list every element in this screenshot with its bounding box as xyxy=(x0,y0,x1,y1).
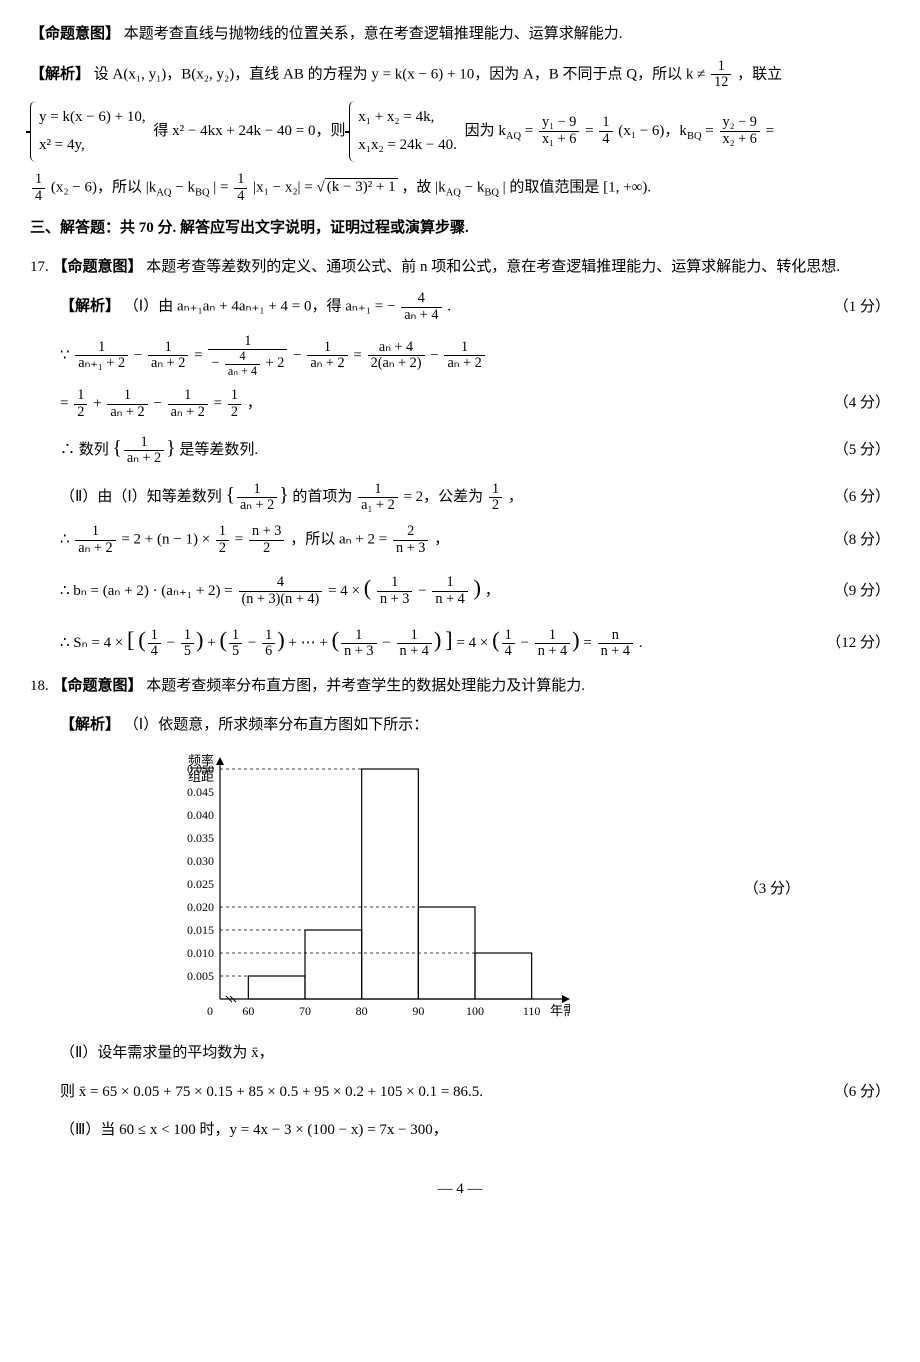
q17-II-line2: ∴ 1aₙ + 2 = 2 + (n − 1) × 12 = n + 32 ，所… xyxy=(60,524,890,556)
q17-II-line1: （Ⅱ）由（Ⅰ）知等差数列 {1aₙ + 2} 的首项为 1a₁ + 2 = 2，… xyxy=(60,477,890,514)
section-3-title: 三、解答题：共 70 分. 解答应写出文字说明，证明过程或演算步骤. xyxy=(30,214,890,243)
analysis-label: 【解析】 xyxy=(60,717,120,733)
brace-system-2: x₁ + x₂ = 4k, x₁x₂ = 24k − 40. xyxy=(349,101,461,162)
analysis-label: 【解析】 xyxy=(60,299,120,315)
intent-text: 本题考查等差数列的定义、通项公式、前 n 项和公式，意在考查逻辑推理能力、运算求… xyxy=(146,259,840,275)
score: （9 分） xyxy=(834,577,890,606)
q17-II-line4: ∴ Sₙ = 4 × [ (14 − 15) + (15 − 16) + ⋯ +… xyxy=(60,619,890,662)
q16-intent: 【命题意图】 本题考查直线与抛物线的位置关系，意在考查逻辑推理能力、运算求解能力… xyxy=(30,20,890,49)
fraction: 4aₙ + 4 xyxy=(401,291,441,323)
analysis-label: 【解析】 xyxy=(30,66,90,82)
q18-number: 18. xyxy=(30,678,49,694)
page-number: — 4 — xyxy=(30,1175,890,1204)
q17-derivation-l2: = 12 + 1aₙ + 2 − 1aₙ + 2 = 12 ， （4 分） xyxy=(60,388,890,420)
svg-text:110: 110 xyxy=(523,1004,541,1018)
intent-text: 本题考查频率分布直方图，并考查学生的数据处理能力及计算能力. xyxy=(146,678,585,694)
histogram-chart: 频率组距0.0050.0100.0150.0200.0250.0300.0350… xyxy=(150,749,570,1029)
q17-concl1: ∴ 数列 {1aₙ + 2} 是等差数列. （5 分） xyxy=(60,430,890,467)
q17-II-line3: ∴ bₙ = (aₙ + 2) · (aₙ₊₁ + 2) = 4(n + 3)(… xyxy=(60,567,890,610)
q16-analysis-p2: y = k(x − 6) + 10, x² = 4y, 得 x² − 4kx +… xyxy=(30,101,890,162)
q18-III: （Ⅲ）当 60 ≤ x < 100 时，y = 4x − 3 × (100 − … xyxy=(60,1116,890,1145)
svg-text:0.040: 0.040 xyxy=(187,808,214,822)
text: ，联立 xyxy=(737,66,782,82)
brace-system-1: y = k(x − 6) + 10, x² = 4y, xyxy=(30,101,150,162)
score: （6 分） xyxy=(834,1078,890,1107)
score: （12 分） xyxy=(826,629,890,658)
q18-I: 【解析】 （Ⅰ）依题意，所求频率分布直方图如下所示： xyxy=(60,711,890,740)
svg-text:0.005: 0.005 xyxy=(187,969,214,983)
fraction: y₁ − 9x₁ + 6 xyxy=(539,115,579,147)
score: （6 分） xyxy=(834,483,890,512)
fraction: 14 xyxy=(234,172,247,204)
svg-text:年需求量/吨: 年需求量/吨 xyxy=(550,1003,570,1018)
fraction: 112 xyxy=(711,59,731,91)
score: （5 分） xyxy=(834,436,890,465)
svg-text:60: 60 xyxy=(242,1004,254,1018)
q18-II-a: （Ⅱ）设年需求量的平均数为 x̄， xyxy=(60,1039,890,1068)
intent-label: 【命题意图】 xyxy=(53,259,143,275)
svg-text:80: 80 xyxy=(356,1004,368,1018)
fraction: 14 xyxy=(32,172,45,204)
text: 设 A(x₁, y₁)，B(x₂, y₂)，直线 AB 的方程为 y = k(x… xyxy=(94,66,709,82)
text: 因为 k xyxy=(465,123,506,139)
intent-label: 【命题意图】 xyxy=(30,26,120,42)
histogram-chart-wrap: 频率组距0.0050.0100.0150.0200.0250.0300.0350… xyxy=(60,749,890,1029)
intent-text: 本题考查直线与抛物线的位置关系，意在考查逻辑推理能力、运算求解能力. xyxy=(124,26,623,42)
q17-number: 17. xyxy=(30,259,49,275)
svg-text:0.030: 0.030 xyxy=(187,854,214,868)
svg-text:0.025: 0.025 xyxy=(187,877,214,891)
score: （4 分） xyxy=(834,389,890,418)
svg-text:0.020: 0.020 xyxy=(187,900,214,914)
text: 得 x² − 4kx + 24k − 40 = 0，则 xyxy=(153,123,349,139)
fraction: y₂ − 9x₂ + 6 xyxy=(720,115,760,147)
score: （1 分） xyxy=(834,293,890,322)
score: （3 分） xyxy=(744,875,800,904)
svg-text:0.035: 0.035 xyxy=(187,831,214,845)
svg-text:90: 90 xyxy=(412,1004,424,1018)
q17-derivation-l1: ∵ 1aₙ₊₁ + 2 − 1aₙ + 2 = 1− 4aₙ + 4 + 2 −… xyxy=(60,334,890,378)
q17-intent: 17. 【命题意图】 本题考查等差数列的定义、通项公式、前 n 项和公式，意在考… xyxy=(30,253,890,282)
svg-text:0: 0 xyxy=(207,1004,213,1018)
svg-text:70: 70 xyxy=(299,1004,311,1018)
score: （8 分） xyxy=(834,526,890,555)
sqrt: (k − 3)² + 1 xyxy=(325,178,398,195)
q16-analysis-p1: 【解析】 设 A(x₁, y₁)，B(x₂, y₂)，直线 AB 的方程为 y … xyxy=(30,59,890,91)
q17-I-line1: 【解析】 （Ⅰ）由 aₙ₊₁aₙ + 4aₙ₊₁ + 4 = 0，得 aₙ₊₁ … xyxy=(60,291,890,323)
svg-text:0.010: 0.010 xyxy=(187,946,214,960)
svg-text:0.015: 0.015 xyxy=(187,923,214,937)
q18-II-b: 则 x̄ = 65 × 0.05 + 75 × 0.15 + 85 × 0.5 … xyxy=(60,1078,890,1107)
intent-label: 【命题意图】 xyxy=(53,678,143,694)
svg-text:0.045: 0.045 xyxy=(187,785,214,799)
q18-intent: 18. 【命题意图】 本题考查频率分布直方图，并考查学生的数据处理能力及计算能力… xyxy=(30,672,890,701)
q16-analysis-p3: 14 (x₂ − 6)，所以 |kAQ − kBQ | = 14 |x₁ − x… xyxy=(30,172,890,204)
svg-text:100: 100 xyxy=(466,1004,484,1018)
fraction: 14 xyxy=(599,115,612,147)
svg-text:0.050: 0.050 xyxy=(187,762,214,776)
